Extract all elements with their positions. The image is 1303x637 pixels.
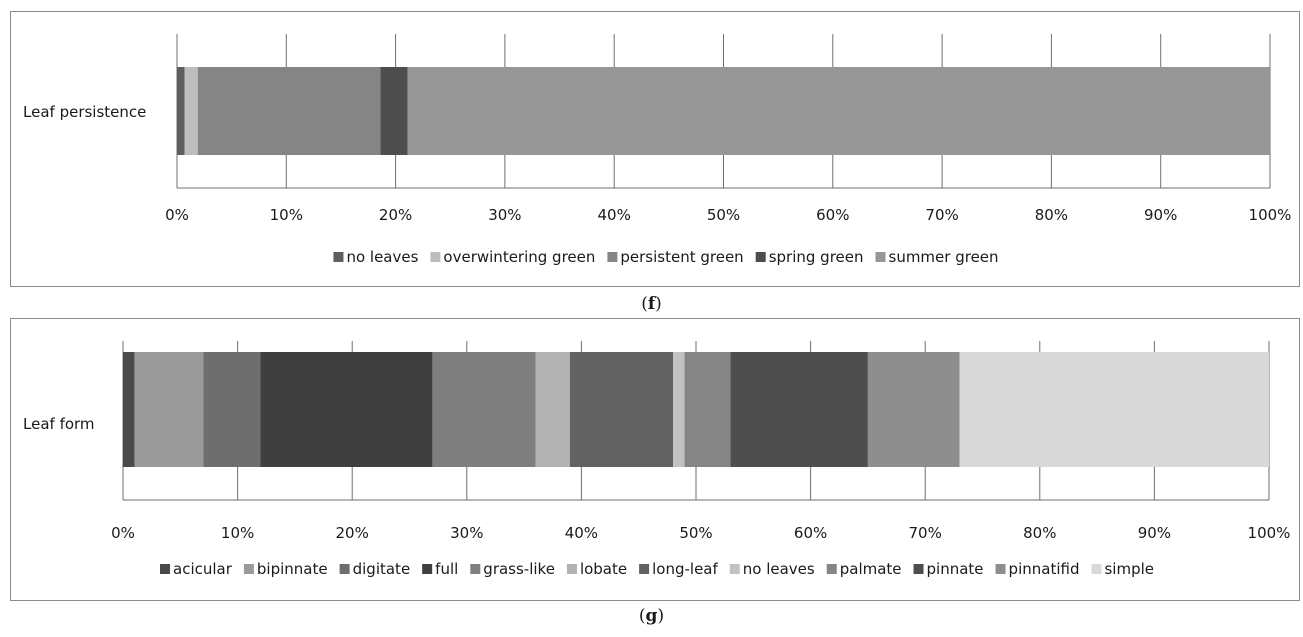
legend-label: full (435, 560, 458, 578)
legend: no leaves overwintering green persistent g… (333, 248, 999, 266)
bar-segment-grass-like (432, 352, 536, 467)
x-tick-label: 80% (1023, 524, 1056, 542)
x-tick-label: 30% (450, 524, 483, 542)
bar-segment-persistent-green (197, 67, 381, 155)
legend-swatch (160, 564, 171, 574)
x-tick-label: 10% (270, 206, 303, 224)
bar-segment-simple (959, 352, 1269, 467)
x-tick-label: 90% (1144, 206, 1177, 224)
x-tick-label: 20% (336, 524, 369, 542)
legend-label: bipinnate (257, 560, 328, 578)
legend-swatch (995, 564, 1006, 574)
x-tick-label: 100% (1249, 206, 1292, 224)
x-tick-label: 20% (379, 206, 412, 224)
bar-segment-lobate (535, 352, 570, 467)
legend-swatch (430, 252, 441, 262)
x-tick-label: 50% (707, 206, 740, 224)
bar-segment-acicular (123, 352, 135, 467)
x-tick-label: 80% (1035, 206, 1068, 224)
bar-segment-pinnate (730, 352, 868, 467)
legend-label: spring green (769, 248, 864, 266)
legend-label: pinnate (927, 560, 984, 578)
legend-label: pinnatifid (1009, 560, 1080, 578)
x-tick-label: 10% (221, 524, 254, 542)
legend-label: overwintering green (443, 248, 595, 266)
bar-segment-palmate (684, 352, 731, 467)
x-tick-label: 90% (1138, 524, 1171, 542)
bar-segment-full (260, 352, 433, 467)
category-label: Leaf form (23, 415, 95, 433)
legend-swatch (566, 564, 577, 574)
legend-swatch (339, 564, 350, 574)
x-tick-label: 30% (488, 206, 521, 224)
bar-segment-spring-green (380, 67, 408, 155)
x-tick-label: 50% (679, 524, 712, 542)
chart-panel-f: Leaf persistence 0% 10% 20% 30% 40% 50% 60% 70% 8… (10, 11, 1300, 287)
bar-segment-digitate (203, 352, 261, 467)
bar-segment-no-leaves (673, 352, 685, 467)
caption-g-letter: g (645, 606, 658, 626)
x-tick-label: 60% (816, 206, 849, 224)
x-tick-label: 40% (565, 524, 598, 542)
legend-label: no leaves (346, 248, 418, 266)
legend-label: simple (1104, 560, 1154, 578)
bar-segment-summer-green (407, 67, 1270, 155)
legend-label: persistent green (620, 248, 743, 266)
legend-swatch (470, 564, 481, 574)
legend-swatch (639, 564, 650, 574)
x-tick-label: 40% (598, 206, 631, 224)
legend-swatch (607, 252, 618, 262)
legend-label: summer green (889, 248, 999, 266)
x-tick-label: 0% (111, 524, 135, 542)
legend-swatch (875, 252, 886, 262)
leaf-persistence-chart: Leaf persistence 0% 10% 20% 30% 40% 50% 60% 70% 8… (23, 34, 1292, 266)
x-tick-label: 70% (909, 524, 942, 542)
bar-segment-long-leaf (569, 352, 674, 467)
chart-panel-g: Leaf form 0% 10% 20% 30% 40% 50% 60% 70% 80% 90% 10… (10, 318, 1300, 601)
legend-swatch (243, 564, 254, 574)
legend-label: long-leaf (652, 560, 718, 578)
legend-swatch (729, 564, 740, 574)
x-tick-label: 70% (925, 206, 958, 224)
category-label: Leaf persistence (23, 103, 146, 121)
legend-swatch (333, 252, 344, 262)
legend-swatch (1091, 564, 1102, 574)
legend-label: digitate (353, 560, 411, 578)
legend-label: grass-like (483, 560, 555, 578)
caption-f-letter: f (647, 294, 656, 314)
x-tick-label: 100% (1248, 524, 1291, 542)
x-tick-label: 0% (165, 206, 189, 224)
legend-swatch (913, 564, 924, 574)
legend-swatch (755, 252, 766, 262)
legend-label: palmate (840, 560, 902, 578)
legend-label: acicular (173, 560, 233, 578)
leaf-form-chart: Leaf form 0% 10% 20% 30% 40% 50% 60% 70% 80% 90% 10… (23, 341, 1291, 578)
caption-f: (f) (641, 294, 662, 314)
legend-swatch (826, 564, 837, 574)
bar-segment-bipinnate (134, 352, 204, 467)
caption-g: (g) (638, 606, 665, 626)
bar-segment-no-leaves (177, 67, 185, 155)
bar-segment-overwintering-green (184, 67, 198, 155)
bar-segment-pinnatifid (867, 352, 960, 467)
legend-label: no leaves (743, 560, 815, 578)
legend-swatch (422, 564, 433, 574)
x-tick-label: 60% (794, 524, 827, 542)
legend-label: lobate (580, 560, 627, 578)
legend: acicular bipinnate digitate full grass-like l… (160, 560, 1154, 578)
